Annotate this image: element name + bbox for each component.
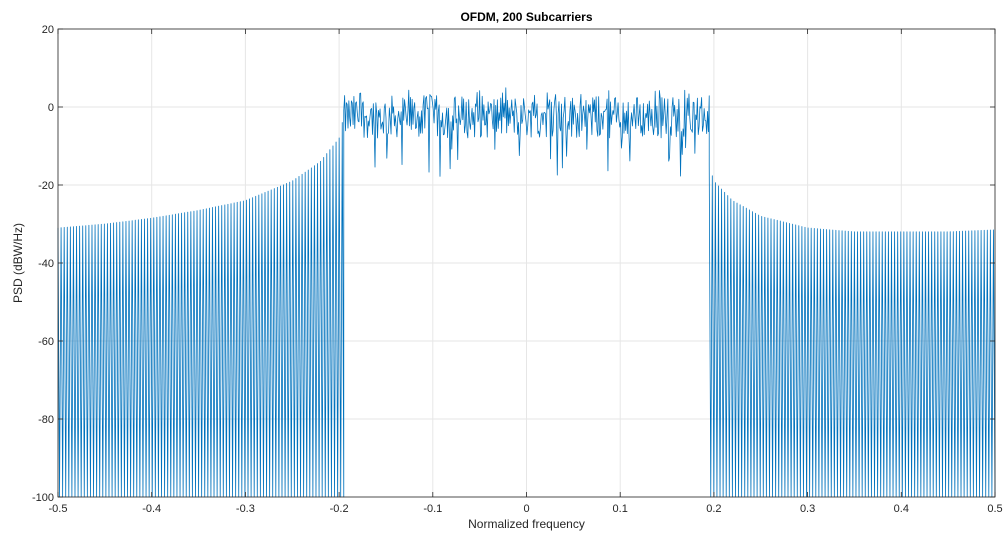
y-tick-label: 0: [48, 102, 54, 114]
y-tick-label: -80: [38, 414, 54, 426]
y-tick-label: 20: [42, 24, 54, 36]
x-tick-label: 0.1: [613, 503, 628, 515]
y-axis-label: PSD (dBW/Hz): [11, 223, 25, 303]
x-tick-label: -0.1: [423, 503, 442, 515]
chart-title: OFDM, 200 Subcarriers: [460, 10, 592, 24]
ticks: -0.5 -0.4 -0.3 -0.2 -0.1 0 0.1 0.2 0.3 0.4 0.5 -100…: [32, 24, 1003, 515]
x-tick-label: 0.5: [987, 503, 1002, 515]
x-tick-label: -0.3: [236, 503, 255, 515]
x-axis-label: Normalized frequency: [468, 517, 585, 531]
x-tick-label: 0: [523, 503, 529, 515]
y-tick-label: -60: [38, 336, 54, 348]
x-tick-label: -0.4: [142, 503, 161, 515]
x-tick-label: 0.3: [800, 503, 815, 515]
x-tick-label: -0.5: [49, 503, 68, 515]
y-tick-label: -100: [32, 492, 54, 504]
psd-line: [57, 87, 996, 498]
x-tick-label: 0.4: [894, 503, 909, 515]
x-tick-label: 0.2: [706, 503, 721, 515]
psd-series: [57, 87, 996, 498]
y-tick-label: -20: [38, 180, 54, 192]
x-tick-label: -0.2: [330, 503, 349, 515]
y-tick-label: -40: [38, 258, 54, 270]
